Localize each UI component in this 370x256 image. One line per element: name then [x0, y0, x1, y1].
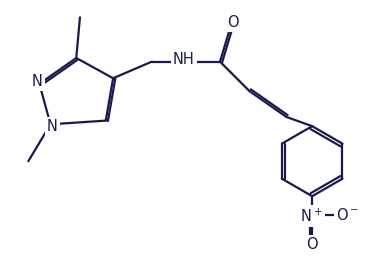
- Text: O$^-$: O$^-$: [336, 207, 360, 223]
- Text: N: N: [32, 74, 43, 89]
- Text: N$^+$: N$^+$: [300, 207, 323, 225]
- Text: NH: NH: [173, 52, 195, 67]
- Text: N: N: [47, 119, 58, 134]
- Text: O: O: [227, 15, 239, 30]
- Text: O: O: [306, 237, 318, 252]
